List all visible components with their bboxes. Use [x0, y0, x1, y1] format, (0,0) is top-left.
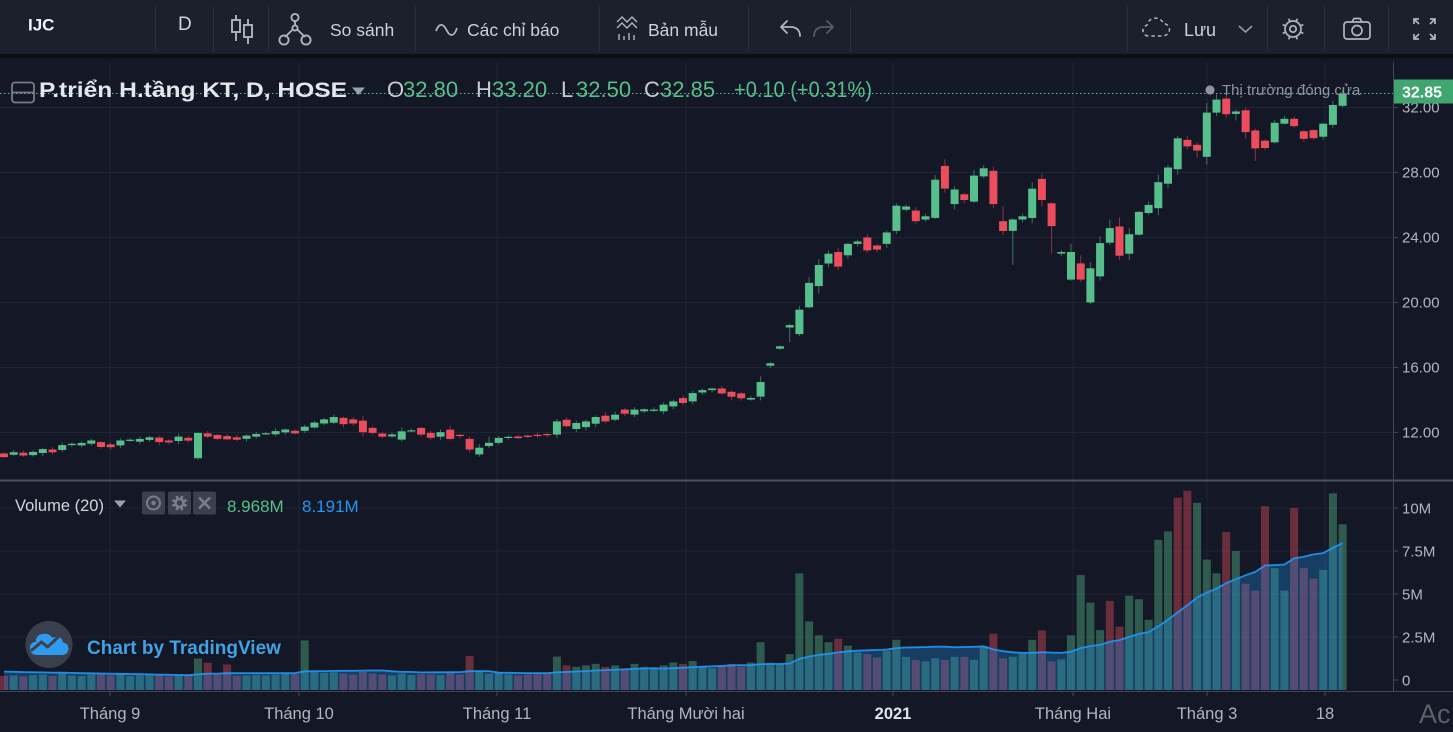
svg-text:Tháng 3: Tháng 3	[1177, 705, 1238, 723]
svg-text:Tháng 11: Tháng 11	[463, 705, 532, 723]
svg-text:10M: 10M	[1402, 500, 1431, 517]
svg-text:Bản mẫu: Bản mẫu	[648, 19, 718, 40]
svg-text:Thị trường đóng cửa: Thị trường đóng cửa	[1222, 82, 1361, 99]
svg-text:32.00: 32.00	[1402, 100, 1440, 117]
svg-text:8.191M: 8.191M	[302, 497, 359, 516]
svg-text:+0.10 (+0.31%): +0.10 (+0.31%)	[734, 77, 872, 102]
svg-text:32.50: 32.50	[576, 77, 631, 102]
svg-text:H: H	[476, 77, 492, 102]
svg-text:Tháng 9: Tháng 9	[80, 705, 141, 723]
svg-text:32.85: 32.85	[660, 77, 715, 102]
svg-text:32.85: 32.85	[1402, 85, 1442, 102]
svg-text:33.20: 33.20	[492, 77, 547, 102]
svg-text:Lưu: Lưu	[1184, 20, 1216, 40]
svg-text:Ac: Ac	[1419, 699, 1451, 729]
svg-text:8.968M: 8.968M	[227, 497, 284, 516]
svg-text:5M: 5M	[1402, 586, 1423, 603]
svg-text:Chart by TradingView: Chart by TradingView	[87, 638, 281, 659]
svg-text:28.00: 28.00	[1402, 165, 1440, 182]
svg-text:16.00: 16.00	[1402, 360, 1440, 377]
svg-text:24.00: 24.00	[1402, 230, 1440, 247]
svg-text:7.5M: 7.5M	[1402, 543, 1435, 560]
svg-text:32.80: 32.80	[403, 77, 458, 102]
svg-text:2021: 2021	[875, 705, 912, 723]
svg-text:L: L	[561, 77, 573, 102]
svg-text:2.5M: 2.5M	[1402, 629, 1435, 646]
svg-text:Tháng 10: Tháng 10	[264, 705, 334, 723]
svg-text:P.triển H.tầng KT, D, HOSE: P.triển H.tầng KT, D, HOSE	[39, 79, 347, 102]
svg-text:So sánh: So sánh	[330, 20, 394, 40]
svg-text:0: 0	[1402, 672, 1410, 689]
svg-text:18: 18	[1316, 705, 1334, 723]
svg-text:Tháng Mười hai: Tháng Mười hai	[627, 705, 744, 723]
svg-text:O: O	[387, 77, 404, 102]
svg-text:Các chỉ báo: Các chỉ báo	[467, 20, 559, 40]
svg-text:C: C	[644, 77, 660, 102]
svg-text:12.00: 12.00	[1402, 425, 1440, 442]
svg-text:Volume (20): Volume (20)	[15, 497, 104, 515]
svg-text:Tháng Hai: Tháng Hai	[1035, 705, 1111, 723]
svg-text:20.00: 20.00	[1402, 295, 1440, 312]
